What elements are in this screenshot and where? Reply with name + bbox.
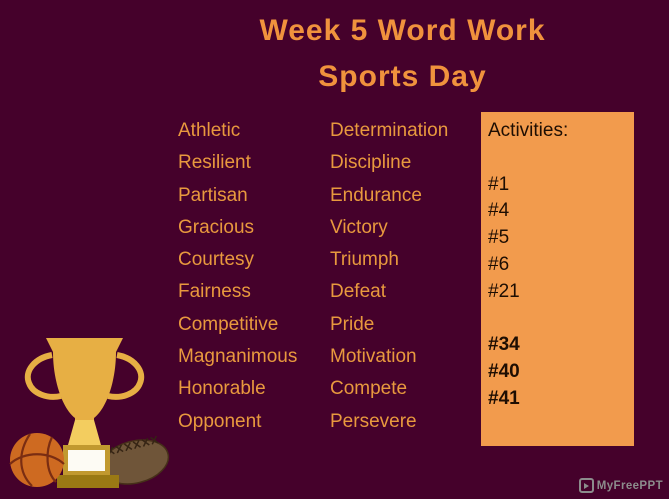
word-item: Victory <box>330 216 388 238</box>
slide-title-line2: Sports Day <box>318 60 487 93</box>
gold-trophy-icon <box>24 338 145 488</box>
watermark-label: MyFreePPT <box>596 479 663 492</box>
football-icon <box>98 435 170 485</box>
word-item: Courtesy <box>178 249 255 271</box>
activity-item: #21 <box>488 280 520 302</box>
activity-item: #6 <box>488 253 510 275</box>
word-item: Fairness <box>178 281 251 303</box>
activity-item-bold: #40 <box>488 361 520 383</box>
word-item: Discipline <box>330 152 412 174</box>
play-badge-icon <box>578 478 594 493</box>
word-item: Motivation <box>330 346 417 368</box>
word-item: Competitive <box>178 313 279 335</box>
word-item: Partisan <box>178 184 248 206</box>
word-list-column-1: Athletic Resilient Partisan Gracious Cou… <box>178 115 297 438</box>
word-item: Athletic <box>178 120 241 141</box>
slide-title: Week 5 Word Work Sports Day <box>135 8 669 100</box>
activities-panel: Activities: #1 #4 #5 #6 #21 #34 #40 #41 <box>481 112 634 446</box>
slide-title-line1: Week 5 Word Work <box>259 14 546 47</box>
word-item: Defeat <box>330 281 386 303</box>
activity-item-bold: #34 <box>488 334 520 356</box>
activity-item-bold: #41 <box>488 387 520 409</box>
word-item: Honorable <box>178 378 266 400</box>
word-item: Opponent <box>178 410 262 432</box>
activity-item: #5 <box>488 227 510 249</box>
word-item: Resilient <box>178 152 251 174</box>
activity-item: #1 <box>488 173 510 195</box>
word-list-column-2: Determination Discipline Endurance Victo… <box>330 115 448 438</box>
basketball-icon <box>9 433 65 487</box>
blank-line <box>488 306 630 333</box>
word-item: Persevere <box>330 410 417 432</box>
myfreeppt-watermark[interactable]: MyFreePPT <box>578 478 663 493</box>
activity-item: #4 <box>488 200 510 222</box>
sports-clipart <box>5 330 170 495</box>
word-item: Gracious <box>178 216 255 238</box>
word-item: Determination <box>330 120 449 141</box>
word-item: Endurance <box>330 184 422 206</box>
word-item: Compete <box>330 378 408 400</box>
word-item: Pride <box>330 313 375 335</box>
blank-line <box>488 145 630 172</box>
activities-heading: Activities: <box>488 120 569 141</box>
word-item: Triumph <box>330 249 399 271</box>
word-item: Magnanimous <box>178 346 298 368</box>
